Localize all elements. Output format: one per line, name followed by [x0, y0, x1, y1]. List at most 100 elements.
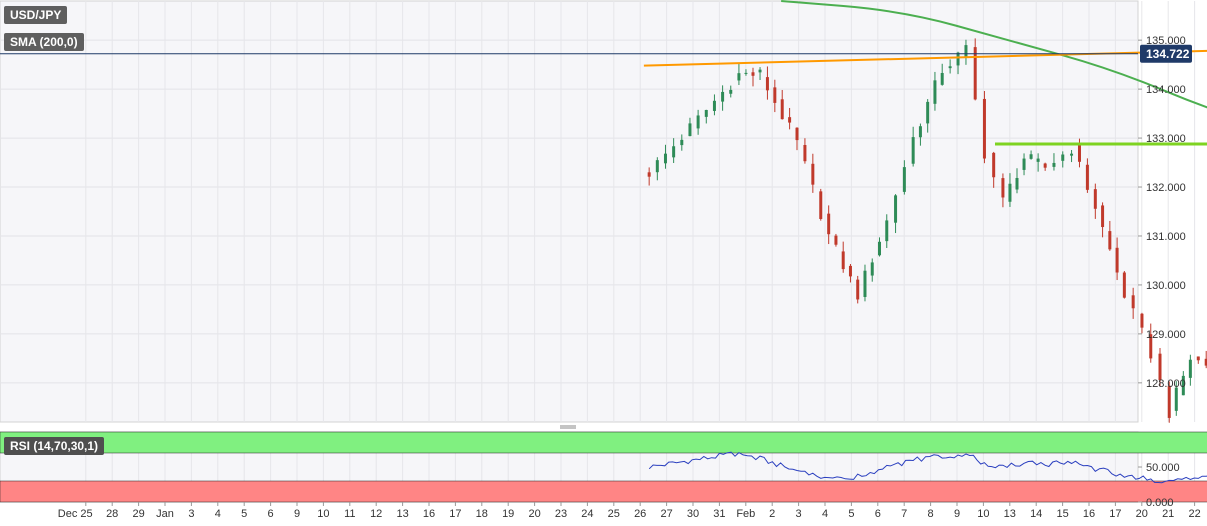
x-tick-label-8: 9	[294, 508, 300, 520]
candle-body	[856, 279, 860, 300]
candle-body	[729, 89, 733, 94]
rsi-line	[648, 451, 1207, 484]
candle-body	[948, 66, 952, 69]
x-tick-label-21: 26	[634, 508, 646, 520]
panel-splitter-handle[interactable]	[558, 424, 578, 431]
candle-body	[680, 139, 684, 146]
candle-body	[1036, 158, 1040, 162]
rsi-y-tick-label-0: 50.000	[1146, 462, 1180, 474]
candle-body	[1181, 375, 1185, 396]
symbol-label: USD/JPY	[4, 6, 68, 24]
candle-body	[940, 72, 944, 85]
candle-body	[902, 167, 906, 192]
x-tick-label-24: 31	[713, 508, 725, 520]
rsi-layer	[0, 431, 1207, 503]
y-tick-label-0: 135.000	[1146, 35, 1186, 47]
x-tick-label-42: 22	[1188, 508, 1200, 520]
y-tick-label-4: 131.000	[1146, 231, 1186, 243]
x-tick-label-13: 16	[423, 508, 435, 520]
candle-body	[758, 69, 762, 73]
candle-body	[1022, 158, 1026, 170]
x-tick-label-16: 19	[502, 508, 514, 520]
sma-layer: 200-SMA	[781, 0, 1207, 109]
candle-body	[765, 77, 769, 91]
x-tick-label-22: 27	[660, 508, 672, 520]
candle-layer	[647, 38, 1207, 423]
candle-body	[870, 262, 874, 276]
candle-body	[894, 195, 898, 223]
x-tick-label-1: 28	[106, 508, 118, 520]
x-tick-label-34: 10	[977, 508, 989, 520]
candle-body	[1043, 163, 1047, 168]
candle-body	[737, 73, 741, 81]
x-tick-label-31: 7	[901, 508, 907, 520]
candle-body	[788, 117, 792, 123]
candle-body	[964, 45, 968, 57]
y-tick-label-6: 129.000	[1146, 329, 1186, 341]
candle-body	[1140, 313, 1144, 328]
candle-body	[1188, 359, 1192, 378]
candle-body	[1108, 231, 1112, 250]
candle-body	[704, 109, 708, 117]
candle-body	[1122, 272, 1126, 298]
main-plot-area	[0, 0, 1139, 423]
axis-layer: 135.000134.000133.000132.000131.000130.0…	[58, 35, 1201, 520]
y-tick-label-3: 132.000	[1146, 182, 1186, 194]
candle-body	[751, 72, 755, 76]
x-tick-label-27: 3	[796, 508, 802, 520]
candle-body	[1115, 247, 1119, 273]
rsi-y-tick-label-1: 0.000	[1146, 497, 1174, 509]
resistance-trendline	[643, 49, 1207, 67]
x-tick-label-38: 16	[1083, 508, 1095, 520]
x-tick-label-7: 6	[268, 508, 274, 520]
y-tick-label-2: 133.000	[1146, 133, 1186, 145]
x-tick-label-3: Jan	[156, 508, 174, 520]
x-tick-label-33: 9	[954, 508, 960, 520]
x-tick-label-0: Dec 25	[58, 508, 93, 520]
y-tick-label-5: 130.000	[1146, 280, 1186, 292]
candle-body	[672, 146, 676, 158]
x-tick-label-23: 30	[687, 508, 699, 520]
candle-body	[1015, 177, 1019, 190]
rsi-indicator-label: RSI (14,70,30,1)	[4, 437, 105, 455]
candle-body	[885, 220, 889, 242]
candle-body	[926, 101, 930, 124]
candle-body	[1001, 178, 1005, 198]
rsi-overbought-zone	[0, 431, 1207, 454]
x-tick-label-25: Feb	[736, 508, 755, 520]
y-tick-label-1: 134.000	[1146, 84, 1186, 96]
candle-body	[848, 265, 852, 277]
candle-body	[1070, 153, 1074, 156]
candle-body	[973, 47, 977, 100]
x-tick-label-9: 10	[317, 508, 329, 520]
candle-body	[1052, 162, 1056, 167]
candle-body	[819, 191, 823, 219]
candle-body	[1131, 295, 1135, 309]
candle-body	[918, 126, 922, 138]
candle-body	[744, 72, 748, 74]
candle-body	[911, 137, 915, 164]
x-tick-label-41: 21	[1162, 508, 1174, 520]
x-tick-label-40: 20	[1136, 508, 1148, 520]
x-tick-label-18: 23	[555, 508, 567, 520]
x-tick-label-2: 29	[132, 508, 144, 520]
candle-body	[780, 99, 784, 120]
candle-body	[992, 152, 996, 178]
x-tick-label-32: 8	[928, 508, 934, 520]
candle-body	[1167, 385, 1171, 418]
x-tick-label-4: 3	[188, 508, 194, 520]
candle-body	[956, 52, 960, 66]
candle-body	[795, 127, 799, 141]
x-tick-label-10: 11	[344, 508, 355, 520]
x-tick-label-29: 5	[848, 508, 854, 520]
candle-body	[1196, 356, 1200, 361]
candle-body	[1077, 145, 1081, 162]
x-tick-label-17: 20	[528, 508, 540, 520]
candle-body	[1085, 164, 1089, 190]
x-tick-label-5: 4	[215, 508, 221, 520]
x-tick-label-35: 13	[1004, 508, 1016, 520]
candle-body	[1101, 205, 1105, 228]
sma-indicator-label: SMA (200,0)	[4, 33, 84, 51]
x-tick-label-26: 2	[769, 508, 775, 520]
